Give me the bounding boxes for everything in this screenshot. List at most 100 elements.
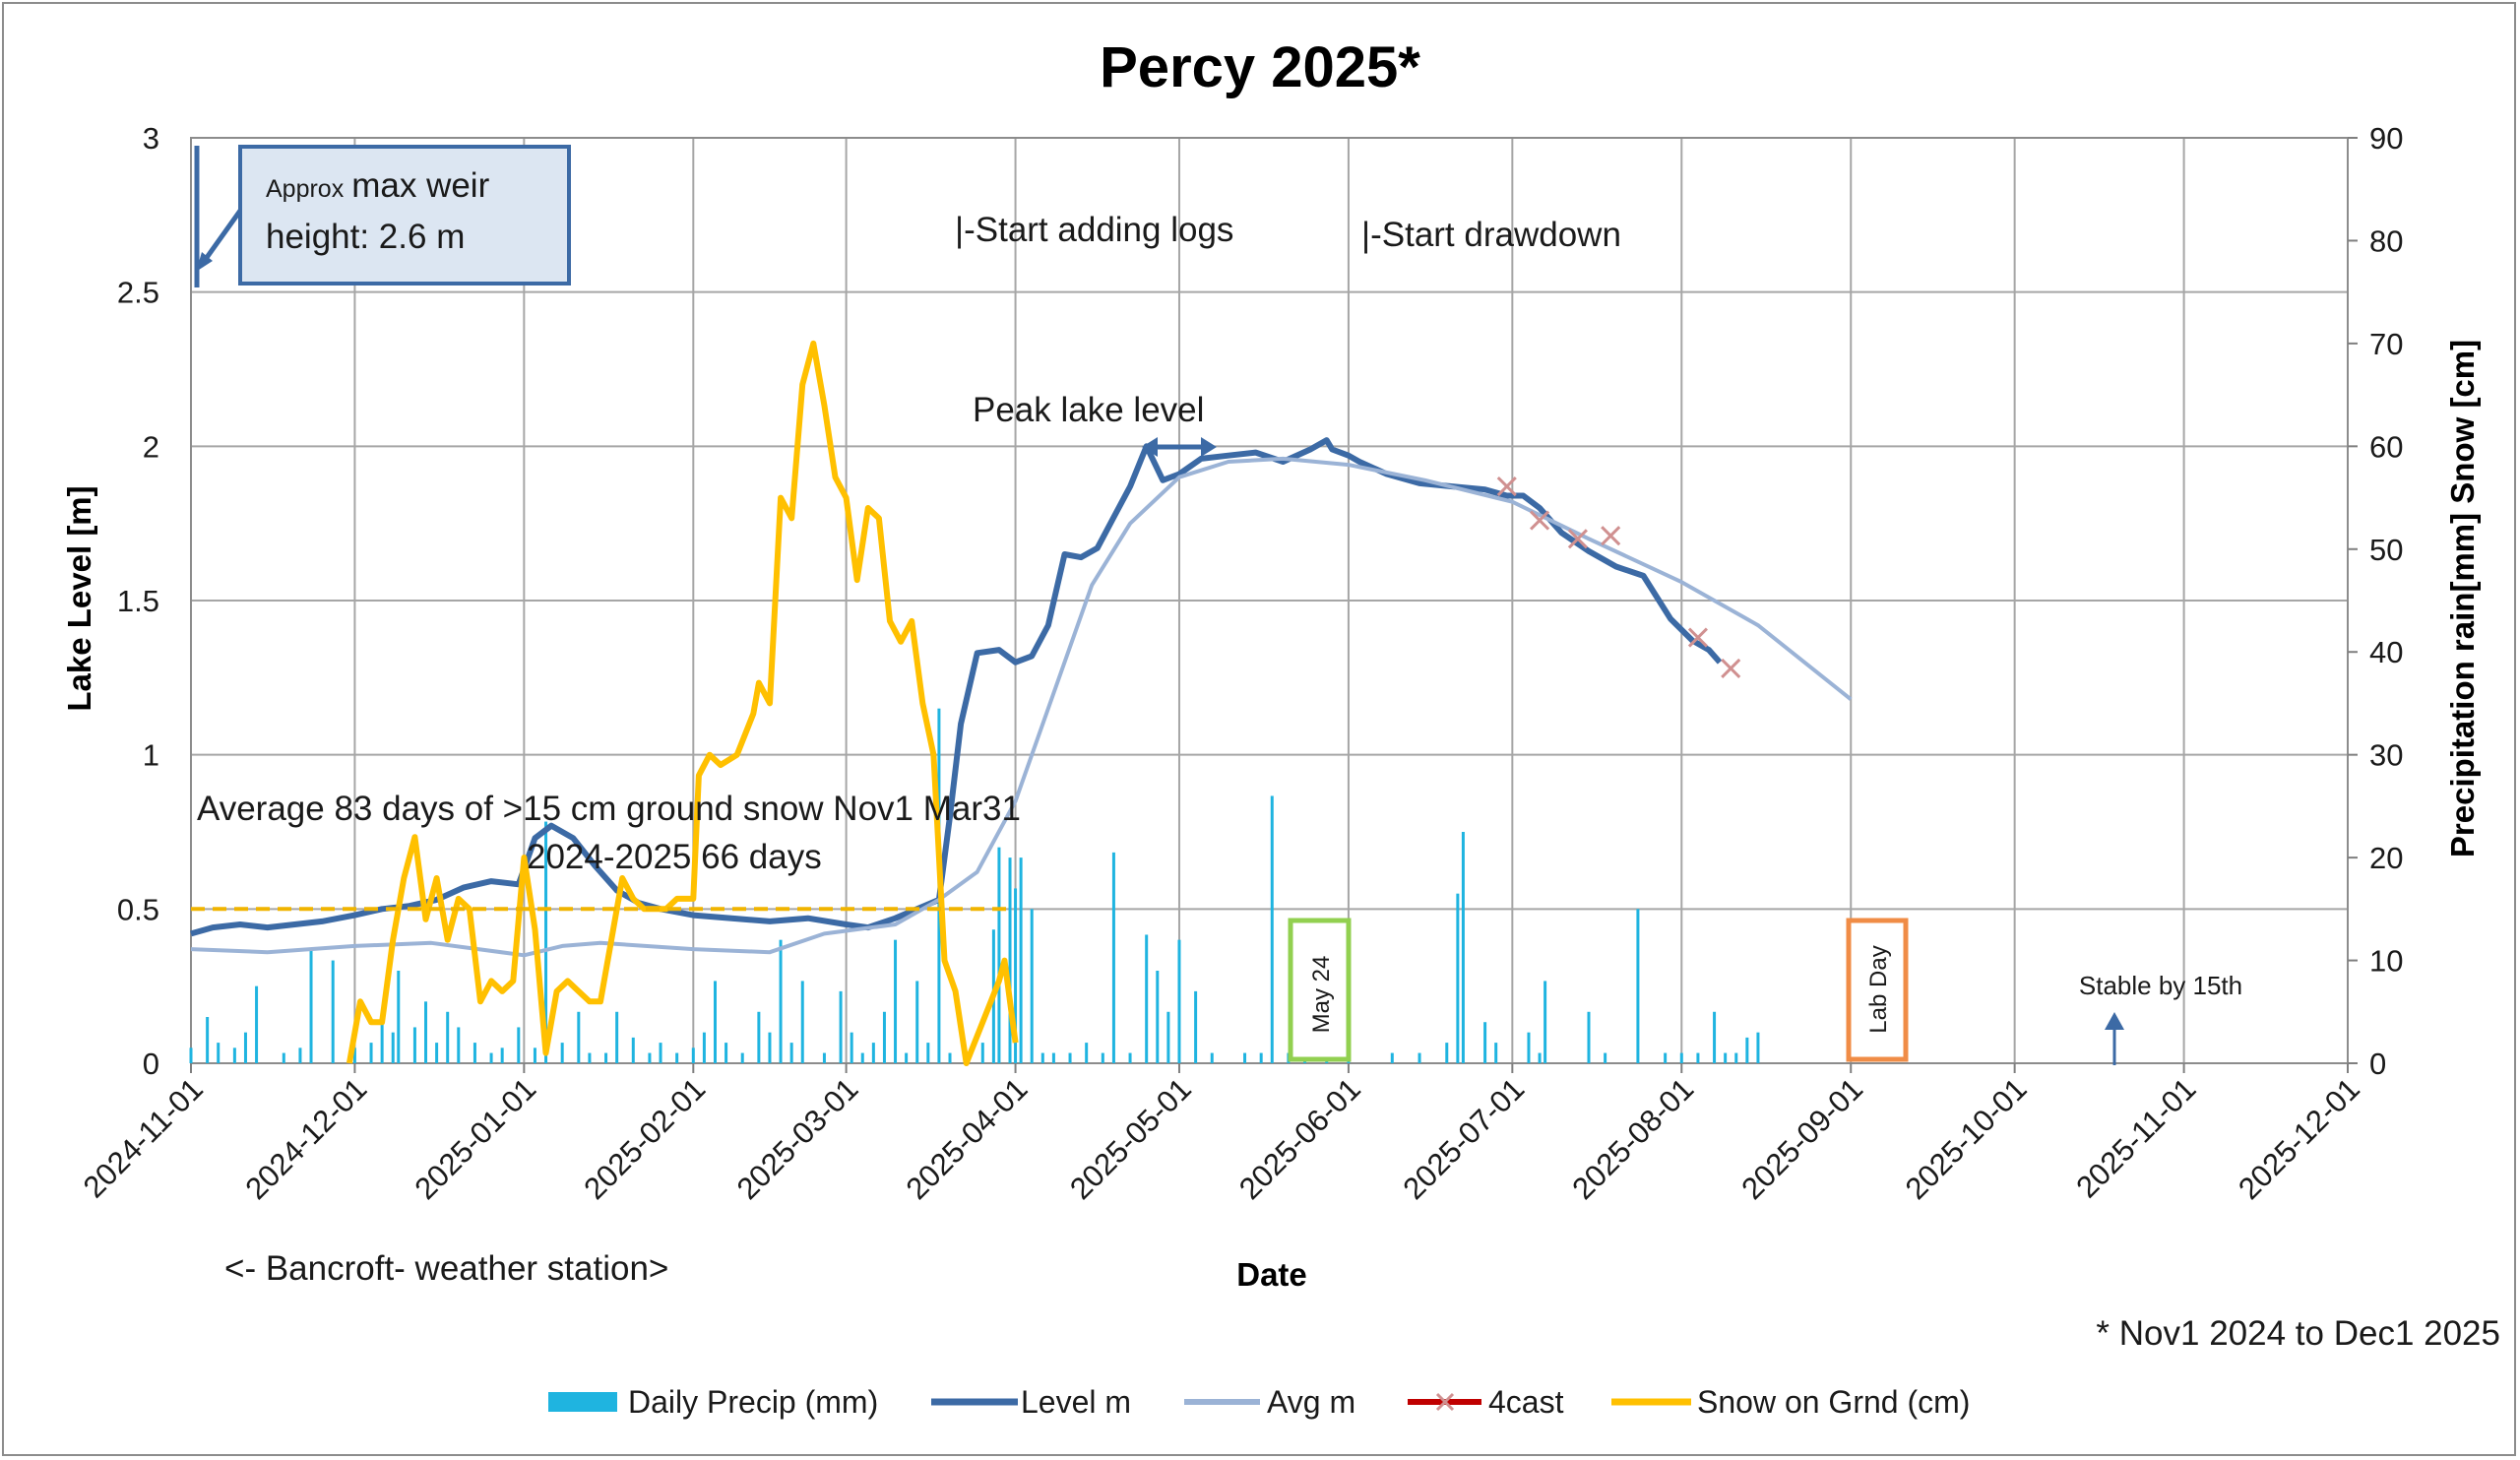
precip-bar — [489, 1052, 493, 1063]
precip-bar — [331, 960, 335, 1063]
y-tick-left-label: 0 — [143, 1047, 159, 1081]
precip-bar — [1019, 857, 1023, 1063]
x-axis-title: Date — [1236, 1256, 1307, 1293]
precip-bar — [724, 1043, 728, 1063]
precip-bars — [189, 708, 1760, 1063]
weir-callout-text-line2: height: 2.6 m — [266, 218, 465, 256]
precip-bar — [905, 1052, 909, 1063]
precip-bar — [702, 1032, 706, 1063]
y-tick-right-label: 70 — [2369, 327, 2403, 361]
precip-bar — [1756, 1032, 1760, 1063]
precip-bar — [1664, 1052, 1668, 1063]
precip-bar — [1040, 1052, 1044, 1063]
x-tick-label: 2025-02-01 — [577, 1071, 712, 1206]
x-tick-label: 2025-05-01 — [1063, 1071, 1198, 1206]
y-tick-right-label: 60 — [2369, 429, 2403, 464]
precip-bar — [1128, 1052, 1132, 1063]
x-tick-label: 2024-11-01 — [77, 1071, 210, 1204]
legend-label-snow: Snow on Grnd (cm) — [1697, 1384, 1970, 1420]
y-tick-left-label: 1.5 — [117, 584, 159, 618]
precip-bar — [691, 1047, 695, 1063]
x-tick-label: 2025-09-01 — [1734, 1071, 1869, 1206]
precip-bar — [1068, 1052, 1072, 1063]
weir-callout-box — [238, 145, 571, 286]
precip-bar — [648, 1052, 652, 1063]
series-line-snow — [346, 340, 1019, 1066]
precip-bar — [1724, 1052, 1728, 1063]
x-tick-label: 2025-06-01 — [1232, 1071, 1367, 1206]
precip-bar — [517, 1027, 521, 1063]
precip-bar — [1713, 1011, 1717, 1063]
precip-bar — [1014, 888, 1018, 1063]
precip-bar — [232, 1047, 236, 1063]
precip-bar — [948, 1052, 952, 1063]
precip-bar — [1745, 1037, 1749, 1063]
precip-bar — [789, 1043, 793, 1063]
precip-bar — [298, 1047, 302, 1063]
precip-bar — [1734, 1052, 1738, 1063]
precip-bar — [997, 847, 1001, 1063]
precip-bar — [631, 1037, 635, 1063]
x-tick-label: 2025-04-01 — [900, 1071, 1035, 1206]
x-tick-label: 2025-07-01 — [1396, 1071, 1531, 1206]
precip-bar — [926, 1043, 930, 1063]
precip-bar — [604, 1052, 608, 1063]
precip-bar — [1679, 1052, 1683, 1063]
y-tick-left-label: 2.5 — [117, 276, 159, 310]
precip-bar — [1145, 934, 1149, 1063]
precip-bar — [255, 985, 259, 1063]
forecast-marker — [1567, 529, 1588, 549]
precip-bar — [779, 939, 783, 1063]
precip-bar — [1636, 909, 1640, 1063]
annotation-avg-snow-days: Average 83 days of >15 cm ground snow No… — [197, 790, 1021, 828]
y-tick-left-label: 1 — [143, 738, 159, 773]
legend-label-avg: Avg m — [1267, 1384, 1355, 1420]
x-tick-label: 2025-11-01 — [2069, 1071, 2202, 1204]
legend-swatch-precip — [548, 1392, 617, 1412]
precip-bar — [894, 939, 898, 1063]
forecast-marker — [1687, 627, 1708, 648]
x-tick-label: 2025-01-01 — [408, 1071, 542, 1206]
legend: Daily Precip (mm) Level m Avg m 4cast Sn… — [548, 1384, 1970, 1420]
precip-bar — [1544, 981, 1547, 1063]
precip-bar — [1166, 1011, 1170, 1063]
precip-bar — [1194, 990, 1198, 1063]
precip-bar — [980, 1043, 984, 1063]
precip-bar — [1270, 795, 1274, 1063]
y-axis-left-title: Lake Level [m] — [61, 485, 97, 711]
x-tick-label: 2025-10-01 — [1899, 1071, 2034, 1206]
y-tick-right-label: 50 — [2369, 533, 2403, 567]
precip-bar — [457, 1027, 461, 1063]
precip-bar — [850, 1032, 853, 1063]
precip-bar — [1030, 909, 1034, 1063]
precip-bar — [446, 1011, 450, 1063]
weir-arrow-head — [196, 252, 213, 272]
precip-bar — [740, 1052, 744, 1063]
y-tick-right-label: 80 — [2369, 223, 2403, 258]
precip-bar — [1587, 1011, 1591, 1063]
y-tick-left-label: 3 — [143, 121, 159, 156]
precip-bar — [1101, 1052, 1104, 1063]
precip-bar — [577, 1011, 581, 1063]
series-line-level — [190, 437, 1723, 937]
annotation-start-drawdown: |-Start drawdown — [1361, 216, 1621, 254]
precip-bar — [713, 981, 717, 1063]
precip-bar — [659, 1043, 662, 1063]
precip-bar — [1390, 1052, 1394, 1063]
precip-bar — [189, 1047, 193, 1063]
annotation-start-logs: |-Start adding logs — [955, 211, 1233, 249]
precip-bar — [675, 1052, 679, 1063]
legend-label-level: Level m — [1021, 1384, 1131, 1420]
precip-bar — [1177, 939, 1181, 1063]
precip-bar — [768, 1032, 772, 1063]
precip-bar — [309, 950, 313, 1063]
precip-bar — [1696, 1052, 1700, 1063]
may24-box — [1288, 918, 1352, 1062]
precip-bar — [1604, 1052, 1607, 1063]
legend-label-precip: Daily Precip (mm) — [628, 1384, 878, 1420]
legend-label-4cast: 4cast — [1488, 1384, 1564, 1420]
precip-bar — [1008, 857, 1012, 1063]
x-tick-label: 2025-03-01 — [730, 1071, 865, 1206]
precip-bar — [391, 1032, 395, 1063]
